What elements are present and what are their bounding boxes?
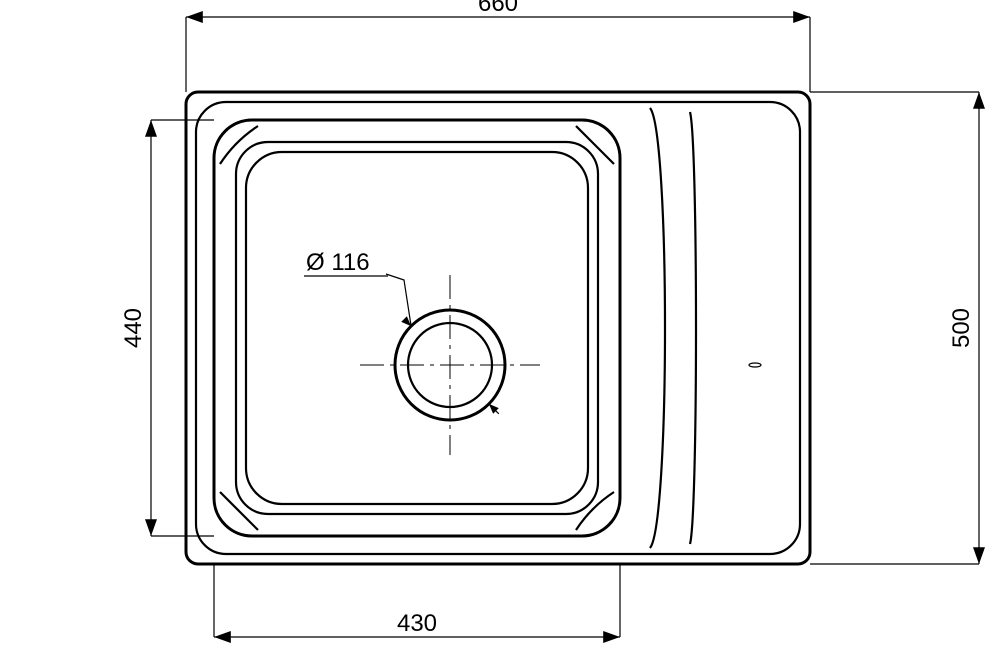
sink-outer xyxy=(186,92,810,564)
overall-height-value: 500 xyxy=(948,308,975,348)
drainboard-edge xyxy=(650,108,665,548)
bowl-inner xyxy=(236,142,598,514)
bowl-height-value: 440 xyxy=(120,308,147,348)
drainboard-groove xyxy=(690,112,696,544)
bowl-outer xyxy=(214,120,620,536)
diameter-label: Ø 116 xyxy=(306,249,370,276)
bowl-width-value: 430 xyxy=(397,610,437,637)
overall-width-value: 660 xyxy=(478,0,518,17)
overflow-slot xyxy=(749,363,761,367)
bowl-floor xyxy=(246,152,588,504)
sink-rim-inner xyxy=(196,102,800,554)
